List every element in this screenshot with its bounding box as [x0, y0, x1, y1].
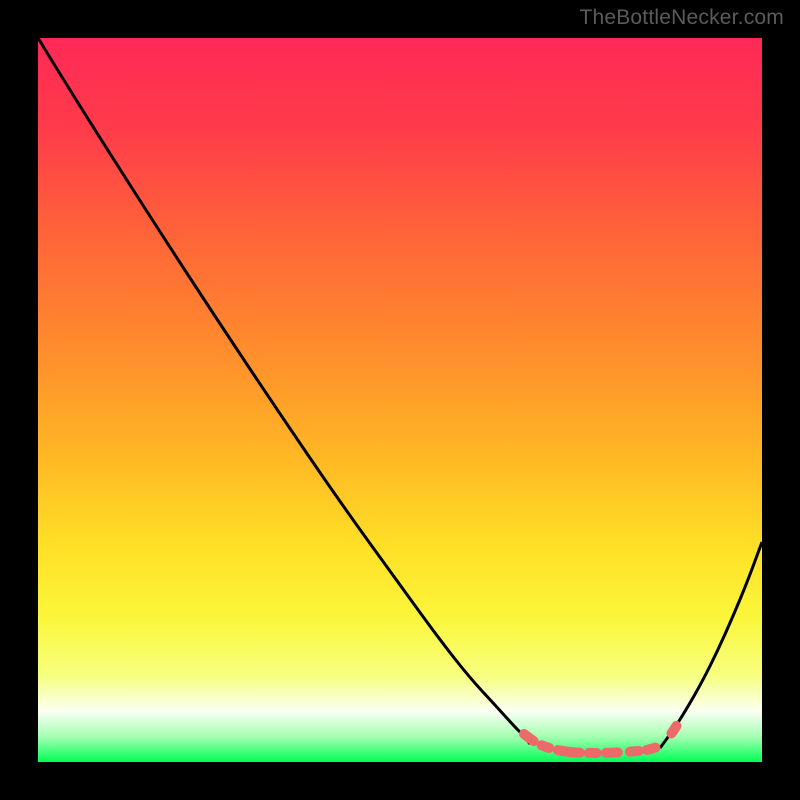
optimal-range-highlight [524, 720, 680, 753]
watermark-text: TheBottleNecker.com [579, 6, 784, 30]
bottleneck-curve-right [660, 542, 762, 748]
bottleneck-curve-left [38, 38, 530, 744]
chart-curve-layer [0, 0, 800, 800]
